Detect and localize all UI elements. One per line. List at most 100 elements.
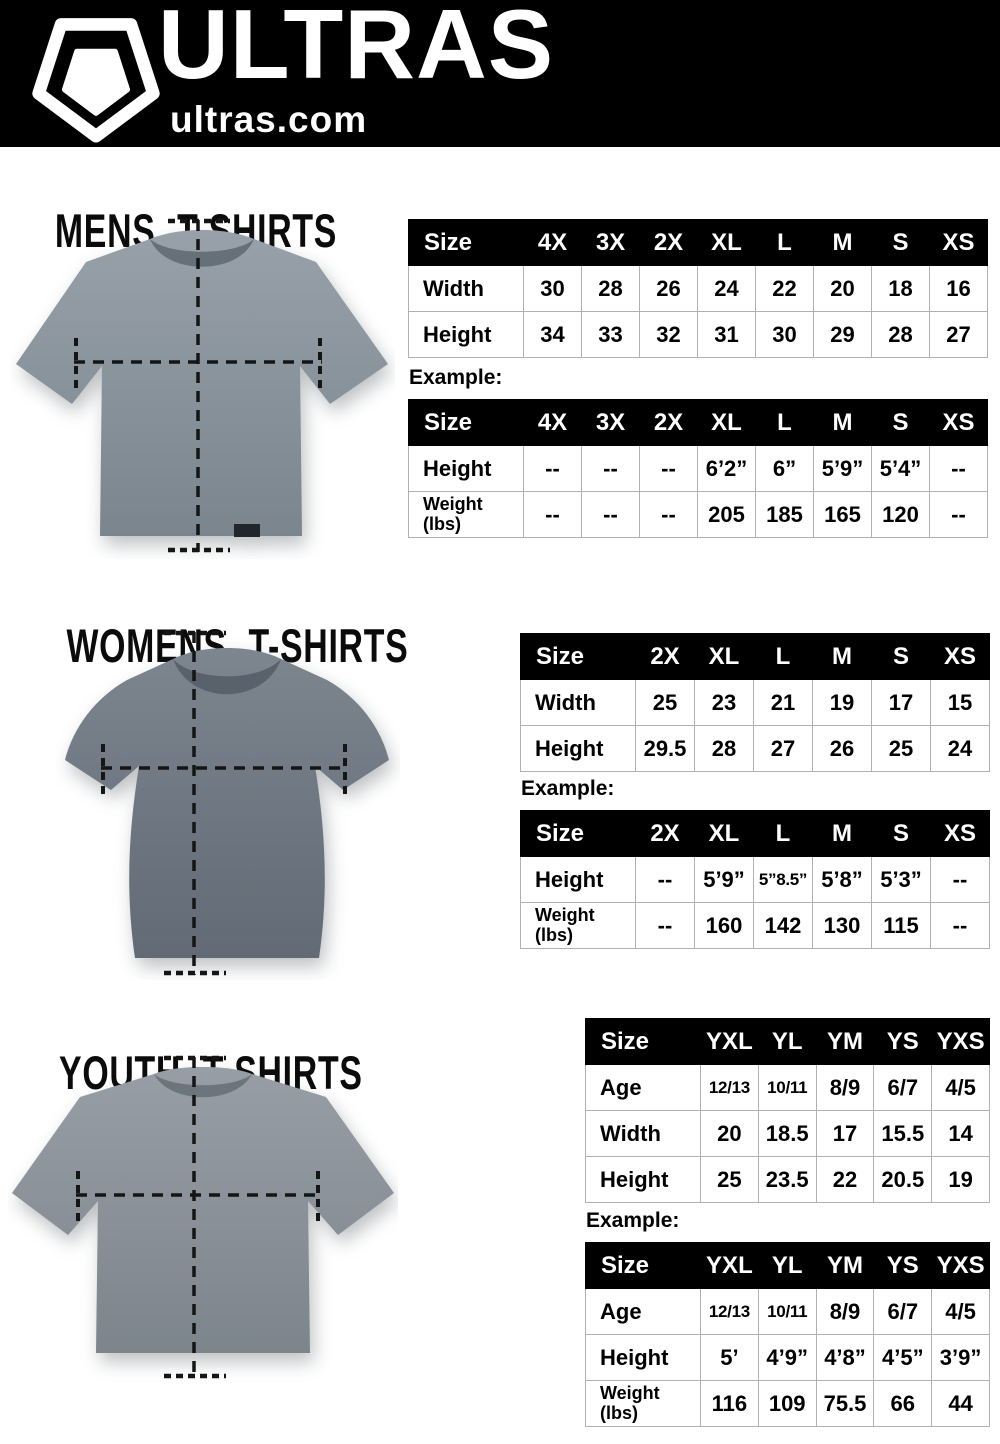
size-cell: 116: [700, 1380, 759, 1427]
size-column-header: YM: [815, 1242, 875, 1289]
mens-shirt-body: [16, 230, 388, 537]
size-cell: --: [639, 445, 698, 492]
size-cell: 5’3”: [871, 856, 931, 903]
size-cell: --: [929, 445, 988, 492]
size-cell: 120: [871, 491, 930, 538]
size-cell: 34: [523, 311, 582, 358]
size-column-header: 2X: [635, 810, 695, 857]
size-cell: 15.5: [873, 1110, 933, 1157]
brand-title: ULTRAS: [158, 0, 555, 99]
size-cell: 14: [931, 1110, 990, 1157]
mens-example-table: Size 4X 3X 2X XL L M S XS Height -- -- -- 6’2” 6” 5’9” 5…: [408, 399, 988, 538]
size-cell: 29: [813, 311, 872, 358]
table-row: Height 5’ 4’9” 4’8” 4’5” 3’9”: [585, 1334, 990, 1381]
size-column-header: M: [813, 219, 872, 266]
size-column-header: M: [813, 399, 872, 446]
size-cell: 21: [753, 679, 813, 726]
size-cell: 6/7: [873, 1064, 933, 1111]
size-cell: 66: [873, 1380, 933, 1427]
youth-shirt-body: [12, 1067, 394, 1353]
size-cell: 18: [871, 265, 930, 312]
size-cell: 5’8”: [812, 856, 872, 903]
row-label: Width: [585, 1110, 701, 1157]
size-cell: 10/11: [757, 1064, 817, 1111]
size-cell: 23: [694, 679, 754, 726]
size-cell: 4/5: [931, 1064, 990, 1111]
row-label: Height: [585, 1334, 701, 1381]
womens-shirt-image: [55, 628, 400, 985]
size-cell: 26: [812, 725, 872, 772]
size-column-header: XL: [694, 633, 754, 680]
table-header-row: Size 2X XL L M S XS: [520, 633, 990, 680]
size-cell: 142: [753, 902, 813, 949]
size-cell: 44: [931, 1380, 990, 1427]
table-row: Weight (lbs) -- -- -- 205 185 165 120 --: [408, 491, 988, 538]
size-column-label: Size: [408, 219, 524, 266]
row-label: Width: [408, 265, 524, 312]
size-column-header: XS: [929, 219, 988, 266]
size-cell: 32: [639, 311, 698, 358]
table-row: Height 29.5 28 27 26 25 24: [520, 725, 990, 772]
size-cell: --: [581, 445, 640, 492]
size-cell: 5’9”: [813, 445, 872, 492]
size-cell: 33: [581, 311, 640, 358]
row-label: Weight (lbs): [520, 902, 636, 949]
youth-example-label: Example:: [586, 1209, 680, 1232]
size-column-header: XS: [930, 633, 990, 680]
youth-shirt-image: [8, 1053, 398, 1390]
row-label: Age: [585, 1288, 701, 1335]
row-label: Height: [520, 725, 636, 772]
header-bar: ULTRAS ultras.com: [0, 0, 1000, 147]
size-cell: 16: [929, 265, 988, 312]
size-column-header: YL: [757, 1018, 817, 1065]
size-cell: 115: [871, 902, 931, 949]
size-cell: 30: [523, 265, 582, 312]
size-cell: 4’5”: [873, 1334, 933, 1381]
size-cell: 24: [930, 725, 990, 772]
table-row: Height 25 23.5 22 20.5 19: [585, 1156, 990, 1203]
size-cell: 30: [755, 311, 814, 358]
size-column-header: L: [753, 633, 813, 680]
size-column-header: 2X: [639, 399, 698, 446]
size-cell: 22: [815, 1156, 875, 1203]
size-column-header: M: [812, 810, 872, 857]
size-cell: 8/9: [815, 1288, 875, 1335]
measurement-guides: [101, 630, 347, 976]
size-cell: 26: [639, 265, 698, 312]
size-cell: --: [635, 856, 695, 903]
size-cell: 19: [931, 1156, 990, 1203]
size-column-label: Size: [520, 633, 636, 680]
size-column-header: 2X: [635, 633, 695, 680]
row-label: Height: [585, 1156, 701, 1203]
table-row: Width 25 23 21 19 17 15: [520, 679, 990, 726]
size-column-header: YL: [757, 1242, 817, 1289]
size-cell: 27: [753, 725, 813, 772]
size-cell: 10/11: [757, 1288, 817, 1335]
size-column-header: L: [755, 399, 814, 446]
size-column-label: Size: [408, 399, 524, 446]
size-cell: 109: [757, 1380, 817, 1427]
size-cell: 12/13: [700, 1064, 759, 1111]
size-cell: 28: [581, 265, 640, 312]
size-cell: 205: [697, 491, 756, 538]
table-row: Width 30 28 26 24 22 20 18 16: [408, 265, 988, 312]
size-cell: 17: [871, 679, 931, 726]
size-cell: 6/7: [873, 1288, 933, 1335]
size-cell: 20: [700, 1110, 759, 1157]
size-cell: --: [639, 491, 698, 538]
size-column-header: 4X: [523, 219, 582, 266]
brand-domain: ultras.com: [170, 99, 368, 140]
womens-shirt-body: [65, 648, 389, 958]
size-cell: 28: [694, 725, 754, 772]
size-cell: 24: [697, 265, 756, 312]
size-cell: 31: [697, 311, 756, 358]
table-header-row: Size YXL YL YM YS YXS: [585, 1242, 990, 1289]
size-column-header: M: [812, 633, 872, 680]
mens-shirt-image: [10, 214, 395, 564]
table-row: Height 34 33 32 31 30 29 28 27: [408, 311, 988, 358]
size-cell: 27: [929, 311, 988, 358]
size-column-header: XL: [697, 399, 756, 446]
size-cell: 185: [755, 491, 814, 538]
mens-example-label: Example:: [409, 366, 503, 389]
